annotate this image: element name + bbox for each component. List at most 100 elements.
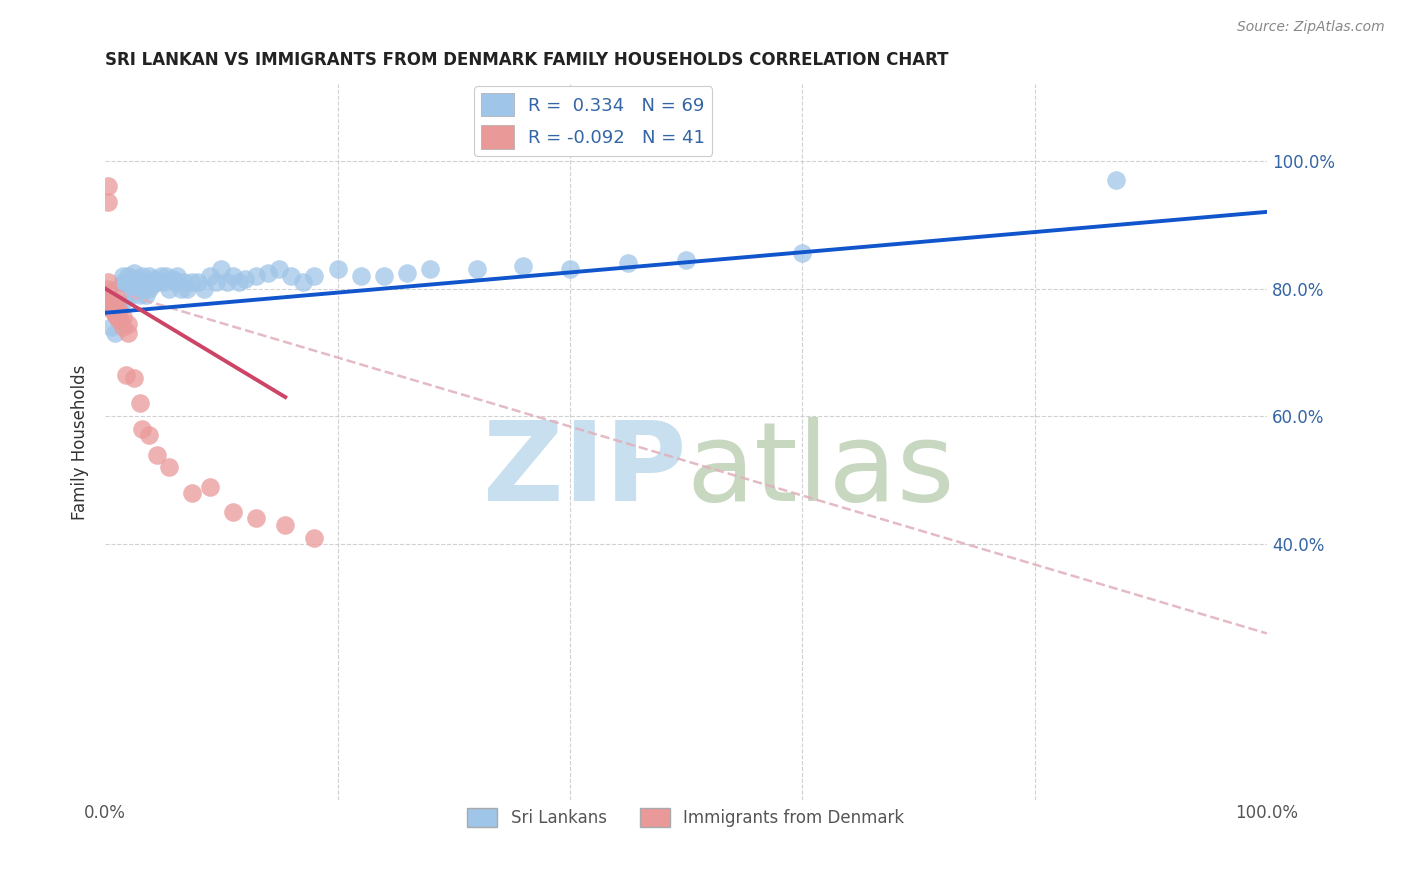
Point <box>304 268 326 283</box>
Point <box>103 297 125 311</box>
Point <box>155 268 177 283</box>
Point <box>173 275 195 289</box>
Point <box>217 275 239 289</box>
Point <box>101 291 124 305</box>
Point <box>245 511 267 525</box>
Point <box>96 297 118 311</box>
Point <box>138 428 160 442</box>
Point <box>350 268 373 283</box>
Point <box>103 304 125 318</box>
Point <box>163 275 186 289</box>
Point <box>98 291 121 305</box>
Text: atlas: atlas <box>686 417 955 524</box>
Point <box>127 275 149 289</box>
Point <box>96 195 118 210</box>
Point <box>129 288 152 302</box>
Point <box>131 281 153 295</box>
Point <box>245 268 267 283</box>
Point <box>117 326 139 341</box>
Text: ZIP: ZIP <box>482 417 686 524</box>
Point <box>105 310 128 325</box>
Point <box>222 268 245 283</box>
Point <box>111 294 134 309</box>
Point <box>97 294 120 309</box>
Point <box>117 281 139 295</box>
Point <box>162 272 184 286</box>
Point <box>187 275 209 289</box>
Point <box>100 319 122 334</box>
Point <box>111 275 134 289</box>
Legend: Sri Lankans, Immigrants from Denmark: Sri Lankans, Immigrants from Denmark <box>461 802 911 834</box>
Point <box>129 396 152 410</box>
Point <box>396 266 419 280</box>
Point <box>115 288 138 302</box>
Point <box>111 319 134 334</box>
Point <box>291 275 314 289</box>
Point <box>111 310 134 325</box>
Point <box>122 371 145 385</box>
Point <box>129 275 152 289</box>
Point <box>152 275 174 289</box>
Point <box>209 262 232 277</box>
Text: SRI LANKAN VS IMMIGRANTS FROM DENMARK FAMILY HOUSEHOLDS CORRELATION CHART: SRI LANKAN VS IMMIGRANTS FROM DENMARK FA… <box>105 51 949 69</box>
Point <box>138 281 160 295</box>
Point <box>105 294 128 309</box>
Point <box>104 307 127 321</box>
Point <box>176 281 198 295</box>
Point <box>170 281 193 295</box>
Point <box>181 486 204 500</box>
Point <box>101 301 124 315</box>
Point <box>115 368 138 382</box>
Point <box>117 268 139 283</box>
Point <box>157 281 180 295</box>
Point <box>617 256 640 270</box>
Point <box>141 278 163 293</box>
Point <box>111 268 134 283</box>
Point <box>198 479 221 493</box>
Point <box>274 517 297 532</box>
Point <box>105 301 128 315</box>
Point <box>257 266 280 280</box>
Point <box>193 281 215 295</box>
Point <box>465 262 488 277</box>
Point <box>138 268 160 283</box>
Point <box>122 281 145 295</box>
Point <box>120 275 142 289</box>
Point <box>135 288 157 302</box>
Point <box>558 262 581 277</box>
Point <box>100 297 122 311</box>
Text: Source: ZipAtlas.com: Source: ZipAtlas.com <box>1237 20 1385 34</box>
Point <box>143 272 166 286</box>
Point <box>105 281 128 295</box>
Point <box>117 317 139 331</box>
Point <box>157 460 180 475</box>
Point <box>280 268 302 283</box>
Point <box>228 275 250 289</box>
Point <box>326 262 349 277</box>
Point <box>131 422 153 436</box>
Point <box>304 531 326 545</box>
Point <box>146 448 169 462</box>
Point <box>269 262 291 277</box>
Point <box>105 291 128 305</box>
Point <box>204 275 226 289</box>
Point <box>115 275 138 289</box>
Point <box>105 307 128 321</box>
Point <box>97 285 120 299</box>
Point <box>103 326 125 341</box>
Point <box>792 246 814 260</box>
Point <box>512 259 534 273</box>
Point <box>108 301 131 315</box>
Point <box>96 288 118 302</box>
Point <box>373 268 395 283</box>
Point <box>198 268 221 283</box>
Point <box>1105 173 1128 187</box>
Y-axis label: Family Households: Family Households <box>72 364 89 519</box>
Point <box>96 179 118 194</box>
Point <box>120 288 142 302</box>
Point <box>149 268 172 283</box>
Point <box>103 294 125 309</box>
Point <box>131 268 153 283</box>
Point <box>108 288 131 302</box>
Point <box>122 266 145 280</box>
